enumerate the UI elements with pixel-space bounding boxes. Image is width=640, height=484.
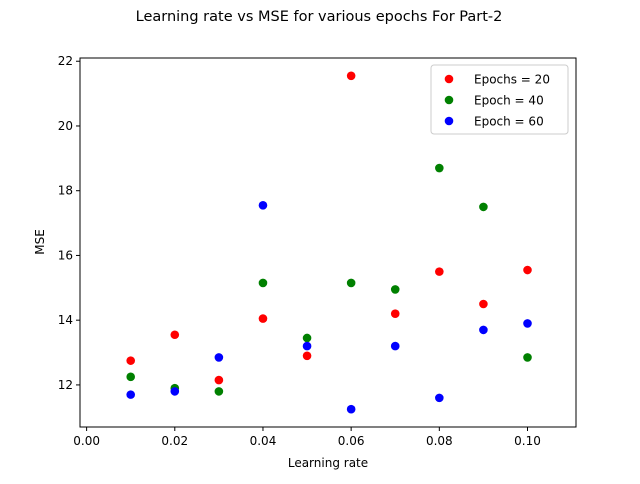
data-point: [302, 341, 312, 351]
legend-label: Epoch = 60: [474, 115, 544, 129]
y-axis-label: MSE: [33, 229, 47, 255]
data-point: [435, 267, 444, 276]
x-axis-label: Learning rate: [288, 456, 368, 470]
data-point: [390, 285, 400, 294]
data-point: [302, 351, 312, 361]
y-tick-label: 18: [58, 184, 73, 198]
data-point: [258, 200, 268, 210]
data-point: [523, 319, 532, 328]
x-tick-label: 0.02: [161, 434, 188, 448]
x-tick-label: 0.04: [250, 434, 277, 448]
legend: Epochs = 20 Epoch = 40 Epoch = 60: [430, 64, 569, 135]
data-point: [523, 265, 532, 275]
x-tick-label: 0.08: [426, 434, 453, 448]
data-point: [170, 387, 180, 396]
data-point: [214, 387, 224, 396]
data-point: [302, 333, 312, 343]
legend-label: Epoch = 40: [474, 94, 544, 108]
legend-marker: [444, 95, 454, 105]
data-point: [346, 404, 356, 414]
data-point: [346, 71, 356, 81]
points-layer: [126, 71, 532, 414]
y-tick-label: 14: [58, 313, 73, 327]
data-point: [479, 299, 488, 309]
x-tick-label: 0.06: [338, 434, 365, 448]
data-point: [435, 163, 444, 173]
x-axis: 0.00 0.02 0.04 0.06 0.08 0.10: [73, 427, 541, 448]
data-point: [390, 309, 400, 319]
data-point: [258, 314, 268, 323]
x-tick-label: 0.10: [514, 434, 541, 448]
data-point: [170, 330, 180, 340]
x-tick-label: 0.00: [73, 434, 100, 448]
y-axis: 12 14 16 18 20 22: [58, 54, 80, 392]
data-point: [214, 375, 224, 385]
legend-label: Epochs = 20: [474, 73, 550, 87]
data-point: [126, 372, 136, 382]
y-tick-label: 20: [58, 119, 73, 133]
data-point: [214, 353, 224, 362]
series-group: [126, 200, 532, 414]
legend-marker: [444, 74, 454, 84]
y-tick-label: 22: [58, 54, 73, 68]
chart-title: Learning rate vs MSE for various epochs …: [136, 9, 503, 25]
data-point: [346, 278, 356, 288]
plot-frame: [79, 57, 577, 428]
data-point: [435, 393, 444, 403]
data-point: [390, 341, 400, 351]
data-point: [126, 356, 136, 365]
y-tick-label: 12: [58, 378, 73, 392]
legend-box: [430, 64, 569, 135]
data-point: [523, 353, 532, 362]
data-point: [479, 202, 488, 212]
data-point: [258, 278, 268, 288]
data-point: [479, 325, 488, 335]
series-group: [126, 71, 532, 385]
y-tick-label: 16: [58, 248, 73, 262]
data-point: [126, 390, 136, 399]
legend-marker: [444, 116, 454, 126]
